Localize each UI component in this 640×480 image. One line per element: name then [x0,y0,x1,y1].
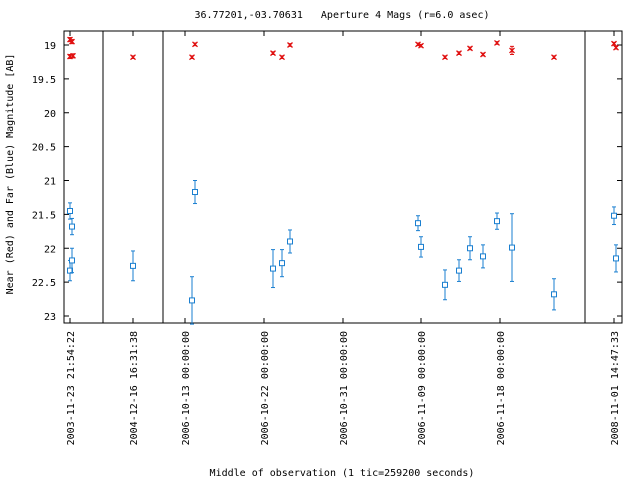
x-tick-label: 2008-11-01 14:47:33 [610,331,621,445]
data-point [69,223,75,230]
data-point [494,40,500,46]
data-point [480,253,486,260]
y-tick-label: 19.5 [32,75,56,86]
data-point [456,50,462,57]
x-tick-label: 2006-11-09 00:00:00 [417,331,428,445]
chart-title: 36.77201,-03.70631 Aperture 4 Mags (r=6.… [194,10,489,21]
y-axis-label: Near (Red) and Far (Blue) Magnitude [AB] [5,54,16,295]
data-point [189,297,195,304]
x-tick-label: 2006-10-22 00:00:00 [260,331,271,445]
data-point [192,41,198,48]
data-point [287,238,293,245]
data-point [551,54,557,61]
data-point [270,265,276,272]
data-point [442,281,448,288]
y-tick-label: 22 [44,244,56,255]
data-point [279,260,285,267]
data-point [192,189,198,196]
data-point [130,262,136,269]
data-point [456,267,462,274]
x-axis-label: Middle of observation (1 tic=259200 seco… [210,468,475,479]
data-point [130,54,136,61]
x-tick-label: 2003-11-23 21:54:22 [66,331,77,445]
plot-frame [63,30,623,324]
x-tick-label: 2006-10-13 00:00:00 [181,331,192,445]
segment-breaks [102,31,586,323]
data-point [67,207,73,214]
x-axis-ticks: 2003-11-23 21:54:22 2004-12-16 16:31:38 20… [66,31,621,445]
data-point [415,220,421,227]
data-point [467,245,473,252]
data-point [494,218,500,225]
data-point [287,42,293,48]
data-point [509,47,515,54]
data-point [551,291,557,298]
data-point [613,255,619,262]
y-tick-label: 21.5 [32,210,56,221]
x-tick-label: 2006-11-18 00:00:00 [496,331,507,445]
data-point [611,212,617,219]
data-series [67,36,619,325]
y-tick-label: 20 [44,109,56,120]
data-point [418,243,424,250]
data-point [279,54,285,61]
data-point [467,45,473,52]
data-point [509,244,515,251]
data-point [442,54,448,61]
data-point [418,42,424,49]
x-tick-label: 2004-12-16 16:31:38 [129,331,140,445]
y-tick-label: 22.5 [32,278,56,289]
data-point [415,41,421,48]
data-point [613,44,619,51]
y-axis-ticks: 19 19.5 20 20.5 21 21.5 22 22.5 23 [32,41,622,323]
y-tick-label: 20.5 [32,143,56,154]
series-near-red [67,36,619,61]
data-point [611,40,617,47]
y-tick-label: 19 [44,41,56,52]
data-point [189,54,195,61]
data-point [69,257,75,264]
y-tick-label: 21 [44,177,56,188]
data-point [70,52,76,59]
data-point [69,38,75,45]
x-tick-label: 2006-10-31 00:00:00 [339,331,350,445]
series-far-blue [67,180,619,325]
data-point [270,50,276,57]
y-tick-label: 23 [44,312,56,323]
data-point [480,51,486,58]
